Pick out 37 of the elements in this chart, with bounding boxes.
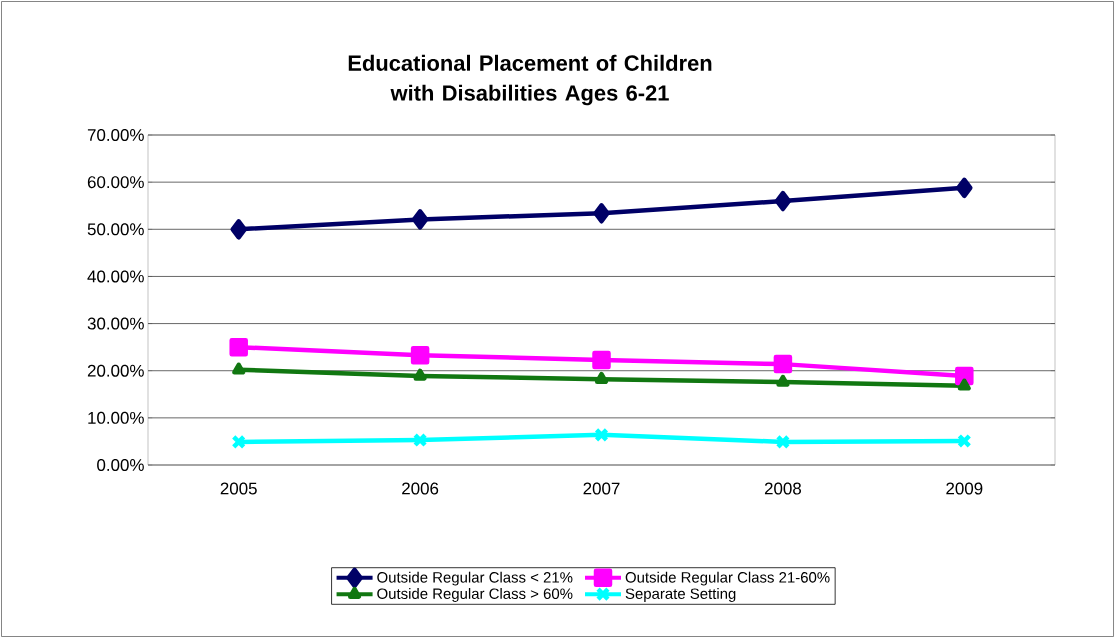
point: [413, 368, 427, 381]
y-tick-label: 70.00%: [87, 129, 144, 142]
y-tick-label: 60.00%: [87, 176, 144, 189]
point: [593, 203, 610, 224]
x-tick-label: 2006: [402, 482, 439, 495]
point: [773, 354, 793, 374]
point: [412, 432, 428, 448]
point: [957, 378, 971, 391]
point: [956, 177, 973, 199]
point: [229, 337, 248, 357]
point: [592, 350, 611, 370]
y-tick-label: 0.00%: [97, 459, 144, 472]
legend-label: Outside Regular Class < 21%: [377, 571, 573, 586]
y-tick-label: 20.00%: [87, 364, 144, 377]
x-tick-label: 2007: [583, 482, 620, 495]
point: [231, 434, 246, 450]
y-tick-label: 10.00%: [88, 411, 144, 424]
point: [774, 190, 792, 212]
point: [775, 434, 791, 450]
y-tick-label: 50.00%: [87, 223, 144, 236]
point: [232, 362, 246, 375]
x-tick-label: 2005: [220, 482, 257, 495]
chart-title: Educational Placement of Children with Disabilities Ages 6-21: [348, 54, 712, 106]
point: [411, 209, 429, 230]
x-tick-label: 2009: [946, 482, 983, 495]
point: [594, 371, 609, 384]
legend-label: Outside Regular Class > 60%: [377, 588, 573, 602]
point: [957, 433, 972, 449]
point: [594, 427, 609, 443]
point: [410, 345, 430, 365]
y-tick-label: 30.00%: [87, 317, 144, 330]
point: [230, 219, 247, 240]
point: [776, 374, 790, 387]
legend-label: Outside Regular Class 21-60%: [625, 571, 830, 586]
y-tick-label: 40.00%: [87, 270, 144, 283]
legend-label: Separate Setting: [625, 588, 736, 602]
x-tick-label: 2008: [764, 482, 802, 495]
